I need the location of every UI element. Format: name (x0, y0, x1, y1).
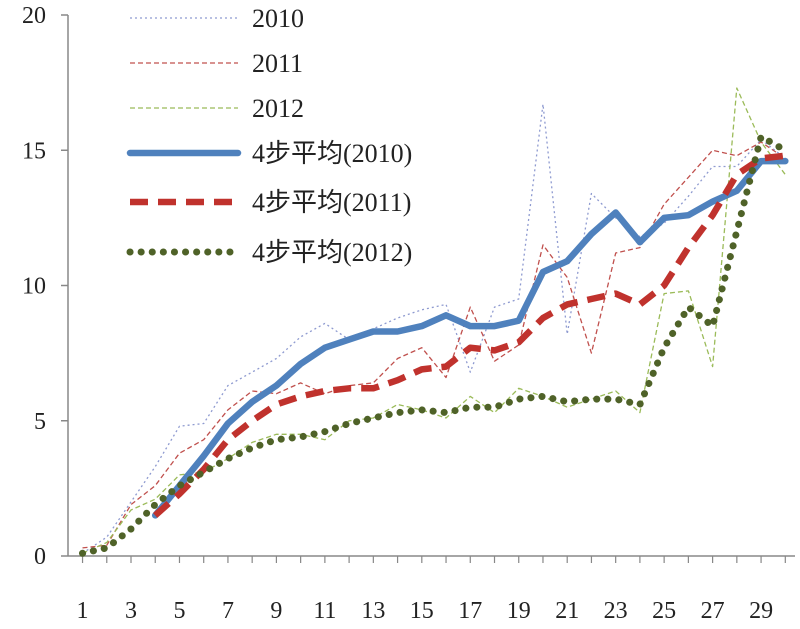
x-tick-label: 3 (125, 598, 137, 624)
y-tick-label: 0 (34, 544, 46, 570)
series-line-3 (151, 157, 789, 519)
x-tick-label: 15 (410, 598, 434, 624)
series-line-4 (153, 152, 786, 518)
x-tick-label: 5 (173, 598, 185, 624)
x-tick-label: 11 (313, 598, 336, 624)
legend: 2010 2011 2012 4步平均(2010) 4步平均(2011) 4步平均(201… (126, 4, 412, 267)
legend-label-1: 2011 (252, 49, 303, 78)
y-tick-label: 10 (22, 274, 46, 300)
x-tick-label: 19 (507, 598, 531, 624)
legend-label-3: 4步平均(2010) (252, 139, 412, 168)
legend-label-4: 4步平均(2011) (252, 188, 411, 217)
x-tick-label: 7 (222, 598, 234, 624)
x-tick-label: 25 (652, 598, 676, 624)
x-tick-label: 29 (749, 598, 773, 624)
legend-label-2: 2012 (252, 94, 304, 123)
y-tick-label: 5 (34, 409, 46, 435)
x-tick-label: 27 (701, 598, 725, 624)
legend-label-0: 2010 (252, 4, 304, 33)
x-tick-label: 1 (77, 598, 89, 624)
legend-label-5: 4步平均(2012) (252, 238, 412, 267)
x-tick-label: 13 (361, 598, 385, 624)
x-tick-label: 21 (555, 598, 579, 624)
series-line-5 (79, 133, 789, 557)
x-tick-label: 17 (458, 598, 482, 624)
series-line-1 (82, 141, 786, 549)
y-tick-label: 20 (22, 3, 46, 29)
x-tick-label: 23 (604, 598, 628, 624)
series-layer (79, 87, 789, 557)
x-tick-label: 9 (270, 598, 282, 624)
y-tick-label: 15 (22, 138, 46, 164)
